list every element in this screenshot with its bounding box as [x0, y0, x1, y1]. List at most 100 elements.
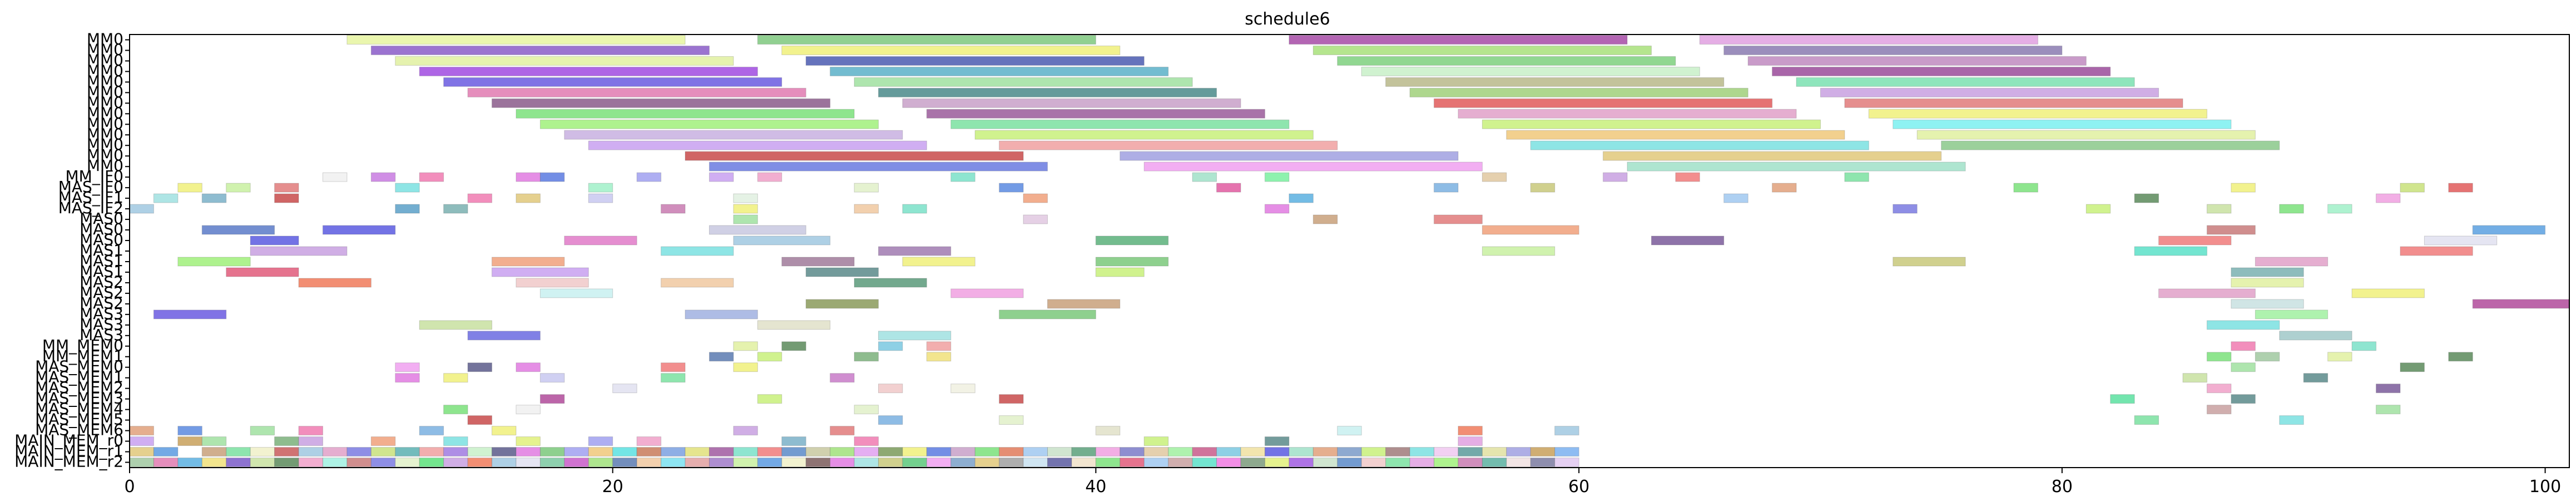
task-bar	[2327, 352, 2352, 362]
task-bar	[1289, 447, 1314, 457]
task-bar	[636, 447, 662, 457]
task-bar	[443, 77, 782, 87]
task-bar	[1458, 447, 1483, 457]
task-bar	[1337, 56, 1676, 66]
task-bar	[950, 447, 975, 457]
task-bar	[1095, 458, 1121, 467]
task-bar	[854, 183, 879, 193]
task-bar	[322, 172, 348, 182]
task-bar	[1289, 193, 1314, 203]
task-bar	[733, 362, 758, 372]
task-bar	[1071, 458, 1096, 467]
task-bar	[395, 204, 420, 214]
task-bar	[999, 415, 1024, 425]
task-bar	[516, 193, 541, 203]
task-bar	[419, 458, 444, 467]
task-bar	[370, 436, 396, 446]
y-tick-label: MAS0	[80, 230, 123, 249]
task-bar	[1554, 447, 1579, 457]
task-bar	[467, 415, 493, 425]
task-bar	[1361, 458, 1386, 467]
task-bar	[757, 320, 831, 330]
task-bar	[1530, 140, 1869, 150]
task-bar	[830, 458, 855, 467]
task-bar	[226, 458, 251, 467]
task-bar	[709, 352, 734, 362]
task-bar	[854, 204, 879, 214]
task-bar	[878, 246, 952, 256]
task-bar	[539, 119, 879, 129]
x-tick-label: 0	[124, 477, 135, 497]
task-bar	[661, 458, 686, 467]
task-bar	[226, 267, 299, 277]
task-bar	[2255, 352, 2280, 362]
task-bar	[129, 458, 154, 467]
task-bar	[467, 193, 493, 203]
task-bar	[1312, 45, 1652, 55]
task-bar	[395, 362, 420, 372]
task-bar	[1506, 458, 1531, 467]
y-tick-label: MM0	[87, 51, 123, 69]
task-bar	[1143, 436, 1169, 446]
task-bar	[539, 394, 565, 404]
task-bar	[1312, 447, 1338, 457]
task-bar	[201, 225, 275, 235]
task-bar	[1095, 235, 1169, 245]
task-bar	[516, 436, 541, 446]
task-bar	[1023, 193, 1048, 203]
task-bar	[2206, 225, 2256, 235]
task-bar	[1893, 204, 1918, 214]
task-bar	[733, 458, 758, 467]
task-bar	[467, 362, 493, 372]
task-bar	[2472, 225, 2546, 235]
task-bar	[1434, 458, 1459, 467]
task-bar	[250, 458, 275, 467]
task-bar	[1264, 172, 1290, 182]
y-tick-label: MAS3	[80, 304, 123, 323]
y-tick-label: MM0	[87, 125, 123, 143]
task-bar	[2400, 183, 2425, 193]
task-bar	[854, 77, 1193, 87]
plot-frame	[129, 34, 2570, 468]
task-bar	[1868, 109, 2207, 119]
y-tick-label: MAS_MEM3	[35, 389, 123, 407]
task-bar	[443, 447, 468, 457]
y-tick-label: MAS_MEM5	[35, 410, 123, 429]
task-bar	[709, 458, 734, 467]
task-bar	[2231, 299, 2304, 309]
task-bar	[274, 183, 299, 193]
task-bar	[2231, 394, 2256, 404]
task-bar	[2351, 341, 2377, 351]
task-bar	[902, 257, 975, 267]
task-bar	[781, 341, 806, 351]
task-bar	[2206, 405, 2232, 415]
chart-title: schedule6	[1245, 9, 1330, 29]
task-bar	[757, 458, 782, 467]
y-tick-label: MAS1	[80, 262, 123, 281]
y-tick-label: MAIN_MEM_r2	[14, 453, 123, 471]
y-tick-label: MAS_IF1	[58, 188, 123, 207]
task-bar	[1458, 109, 1797, 119]
task-bar	[1047, 299, 1121, 309]
task-bar	[1796, 77, 2135, 87]
x-tick-label: 100	[2529, 477, 2561, 497]
task-bar	[1143, 161, 1483, 171]
task-bar	[974, 447, 1000, 457]
y-tick-label: MAIN_MEM_r0	[14, 431, 123, 450]
task-bar	[274, 193, 299, 203]
task-bar	[443, 204, 468, 214]
task-bar	[250, 426, 275, 436]
task-bar	[492, 257, 565, 267]
task-bar	[1361, 66, 1700, 76]
task-bar	[612, 458, 637, 467]
y-tick-label: MM_MEM1	[42, 347, 123, 365]
task-bar	[612, 384, 637, 394]
task-bar	[1747, 56, 2087, 66]
task-bar	[177, 257, 251, 267]
task-bar	[950, 288, 1024, 298]
task-bar	[250, 235, 299, 245]
task-bar	[516, 447, 541, 457]
task-bar	[854, 352, 879, 362]
task-bar	[1530, 458, 1555, 467]
